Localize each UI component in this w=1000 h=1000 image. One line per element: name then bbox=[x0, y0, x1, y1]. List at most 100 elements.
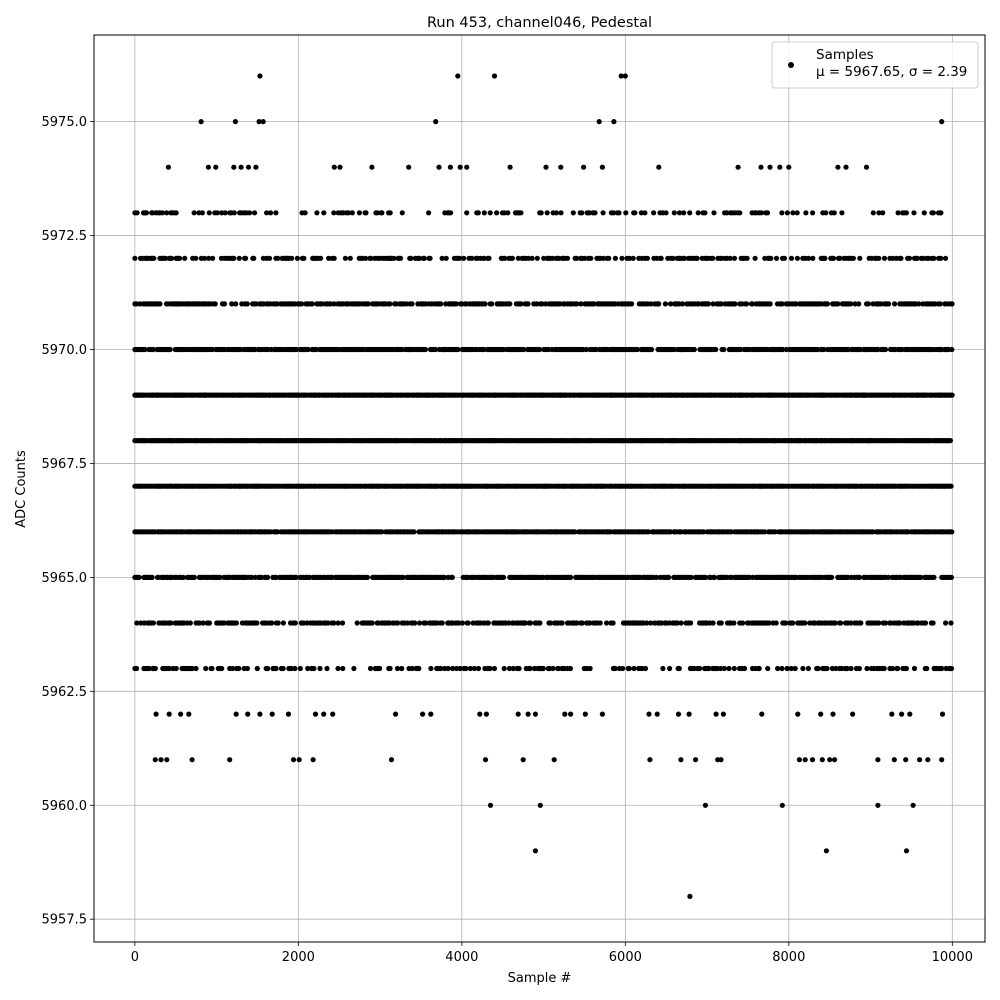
data-point bbox=[475, 665, 482, 672]
data-point bbox=[232, 119, 238, 125]
data-point bbox=[790, 620, 796, 626]
data-point bbox=[572, 529, 578, 535]
data-point bbox=[792, 665, 798, 672]
data-point bbox=[233, 620, 239, 626]
data-point bbox=[702, 210, 708, 216]
data-point bbox=[485, 620, 491, 626]
data-point bbox=[301, 255, 307, 261]
data-point bbox=[718, 620, 724, 626]
data-point bbox=[427, 255, 433, 261]
data-point bbox=[264, 210, 270, 216]
data-point bbox=[856, 301, 862, 307]
data-point bbox=[648, 301, 654, 307]
legend: Samples μ = 5967.65, σ = 2.39 bbox=[771, 41, 979, 89]
data-point bbox=[296, 757, 302, 763]
data-point bbox=[244, 301, 250, 307]
data-point bbox=[596, 119, 602, 125]
data-point bbox=[574, 301, 580, 307]
y-tick-label: 5975.0 bbox=[42, 115, 88, 130]
data-point bbox=[254, 620, 260, 626]
data-point bbox=[233, 711, 239, 717]
data-point bbox=[547, 620, 554, 626]
data-point bbox=[676, 665, 682, 672]
data-point bbox=[365, 301, 371, 307]
data-point bbox=[265, 665, 271, 672]
data-point bbox=[784, 665, 790, 672]
data-point bbox=[233, 301, 239, 307]
data-point bbox=[177, 255, 183, 261]
data-point bbox=[331, 301, 337, 307]
data-point bbox=[930, 210, 937, 216]
data-point bbox=[290, 757, 297, 763]
data-point bbox=[280, 620, 286, 626]
data-point bbox=[463, 665, 469, 672]
data-point bbox=[335, 665, 341, 672]
data-point bbox=[269, 711, 275, 717]
data-point bbox=[209, 665, 215, 672]
data-point bbox=[363, 210, 369, 216]
data-point bbox=[752, 255, 758, 261]
data-point bbox=[515, 711, 521, 717]
data-points bbox=[132, 73, 955, 900]
x-tick-label: 10000 bbox=[932, 950, 973, 965]
data-point bbox=[292, 665, 298, 672]
data-point bbox=[487, 210, 493, 216]
data-point bbox=[521, 346, 527, 353]
data-point bbox=[897, 620, 903, 626]
data-point bbox=[309, 301, 315, 307]
data-point bbox=[477, 711, 483, 717]
data-point bbox=[597, 620, 603, 626]
data-point bbox=[780, 346, 786, 353]
data-point bbox=[626, 665, 632, 672]
data-point bbox=[903, 848, 910, 854]
data-point bbox=[886, 301, 892, 307]
data-point bbox=[822, 255, 828, 261]
legend-label: Samples bbox=[816, 47, 874, 63]
data-point bbox=[606, 255, 612, 261]
data-point bbox=[938, 210, 944, 216]
data-point bbox=[199, 210, 205, 216]
data-point bbox=[931, 574, 937, 581]
data-point bbox=[152, 665, 158, 672]
data-point bbox=[651, 210, 657, 216]
data-point bbox=[275, 255, 281, 261]
data-point bbox=[532, 848, 539, 854]
data-point bbox=[865, 301, 872, 307]
data-point bbox=[731, 255, 738, 261]
data-point bbox=[206, 255, 212, 261]
data-point bbox=[212, 301, 218, 307]
data-point bbox=[443, 255, 449, 261]
data-point bbox=[711, 210, 717, 216]
data-point bbox=[374, 210, 380, 216]
data-point bbox=[600, 255, 607, 261]
data-point bbox=[182, 255, 188, 261]
data-point bbox=[653, 574, 659, 581]
data-point bbox=[391, 255, 397, 261]
data-point bbox=[297, 665, 303, 672]
data-point bbox=[494, 210, 500, 216]
data-point bbox=[527, 665, 533, 672]
y-axis-label: ADC Counts bbox=[14, 450, 29, 528]
data-point bbox=[618, 73, 624, 79]
data-point bbox=[779, 802, 785, 808]
data-point bbox=[943, 620, 949, 626]
data-point bbox=[568, 574, 574, 581]
data-point bbox=[143, 210, 150, 216]
data-point bbox=[562, 711, 568, 717]
data-point bbox=[510, 665, 516, 672]
data-point bbox=[345, 210, 351, 216]
data-point bbox=[312, 711, 319, 717]
data-point bbox=[450, 665, 456, 672]
data-point bbox=[166, 665, 172, 672]
data-point bbox=[720, 711, 727, 717]
data-point bbox=[426, 210, 432, 216]
data-point bbox=[481, 210, 487, 216]
data-point bbox=[705, 301, 711, 307]
x-tick-label: 6000 bbox=[609, 950, 642, 965]
data-point bbox=[788, 665, 794, 672]
data-point bbox=[509, 255, 515, 261]
data-point bbox=[679, 301, 686, 307]
data-point bbox=[273, 210, 279, 216]
data-point bbox=[455, 73, 461, 79]
data-point bbox=[558, 164, 564, 170]
